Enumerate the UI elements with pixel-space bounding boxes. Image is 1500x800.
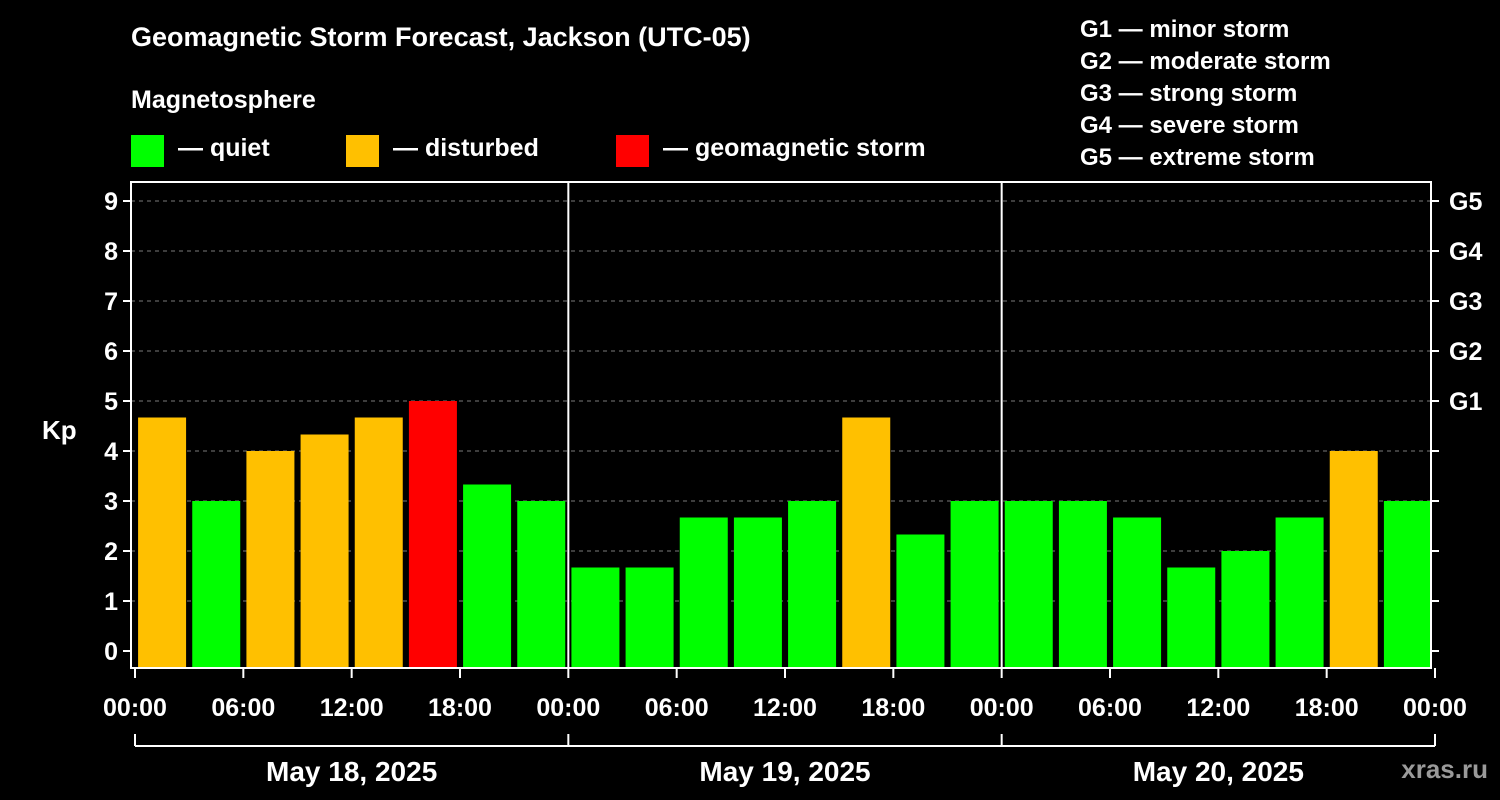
x-tick-label: 06:00 [211, 694, 275, 722]
kp-bar [788, 501, 837, 668]
kp-bar [300, 434, 349, 668]
y-tick-label: 6 [104, 338, 118, 366]
g-level-label: G4 [1449, 238, 1482, 266]
x-tick-label: 12:00 [320, 694, 384, 722]
y-tick-label: 2 [104, 538, 118, 566]
legend-label-storm: — geomagnetic storm [663, 134, 926, 162]
g-level-label: G2 [1449, 338, 1482, 366]
day-label: May 19, 2025 [699, 756, 870, 787]
y-tick-label: 5 [104, 388, 118, 416]
legend-label-quiet: — quiet [178, 134, 270, 162]
x-tick-label: 12:00 [1186, 694, 1250, 722]
kp-bar [1113, 517, 1162, 668]
x-tick-label: 18:00 [428, 694, 492, 722]
g-scale-legend: G1 — minor storm G2 — moderate storm G3 … [1080, 14, 1331, 174]
g-level-label: G3 [1449, 288, 1482, 316]
day-label: May 20, 2025 [1133, 756, 1304, 787]
kp-bar [950, 501, 999, 668]
x-tick-label: 06:00 [1078, 694, 1142, 722]
g-scale-g2: G2 — moderate storm [1080, 48, 1331, 75]
kp-bar [625, 567, 674, 668]
kp-bar [192, 501, 241, 668]
g-scale-g3: G3 — strong storm [1080, 80, 1298, 107]
kp-bar [408, 401, 457, 668]
g-scale-g5: G5 — extreme storm [1080, 144, 1315, 171]
y-tick-label: 3 [104, 488, 118, 516]
kp-bar [1058, 501, 1107, 668]
chart-title: Geomagnetic Storm Forecast, Jackson (UTC… [131, 22, 751, 52]
kp-bar [896, 534, 945, 668]
y-tick-label: 0 [104, 638, 118, 666]
legend-swatch-quiet [131, 135, 164, 167]
x-tick-label: 06:00 [645, 694, 709, 722]
x-tick-label: 18:00 [861, 694, 925, 722]
y-tick-label: 1 [104, 588, 118, 616]
g-scale-g1: G1 — minor storm [1080, 16, 1290, 43]
x-tick-label: 00:00 [1403, 694, 1467, 722]
y-axis-label: Kp [42, 415, 77, 445]
watermark: xras.ru [1401, 754, 1488, 784]
g-scale-g4: G4 — severe storm [1080, 112, 1299, 139]
kp-bar [354, 417, 403, 668]
kp-bar [1004, 501, 1053, 668]
kp-bar [679, 517, 728, 668]
kp-bar [571, 567, 620, 668]
kp-bar [1383, 501, 1430, 668]
y-tick-label: 9 [104, 188, 118, 216]
x-tick-label: 00:00 [103, 694, 167, 722]
g-level-label: G5 [1449, 188, 1482, 216]
y-tick-label: 8 [104, 238, 118, 266]
x-tick-label: 00:00 [536, 694, 600, 722]
kp-bar [138, 417, 187, 668]
kp-bar [842, 417, 891, 668]
legend-swatch-disturbed [346, 135, 379, 167]
kp-bar [733, 517, 782, 668]
day-label: May 18, 2025 [266, 756, 437, 787]
g-level-label: G1 [1449, 388, 1482, 416]
legend-label-disturbed: — disturbed [393, 134, 539, 162]
kp-bar [517, 501, 566, 668]
kp-bar [1167, 567, 1216, 668]
y-tick-label: 7 [104, 288, 118, 316]
x-tick-label: 00:00 [970, 694, 1034, 722]
kp-bar [246, 451, 295, 668]
y-tick-label: 4 [104, 438, 118, 466]
x-tick-label: 12:00 [753, 694, 817, 722]
legend-swatch-storm [616, 135, 649, 167]
kp-bar [1275, 517, 1324, 668]
x-tick-label: 18:00 [1295, 694, 1359, 722]
chart-subtitle: Magnetosphere [131, 86, 316, 114]
kp-bar [1221, 551, 1270, 668]
plot-frame [130, 181, 1432, 669]
kp-bar [463, 484, 512, 668]
kp-bar [1329, 451, 1378, 668]
